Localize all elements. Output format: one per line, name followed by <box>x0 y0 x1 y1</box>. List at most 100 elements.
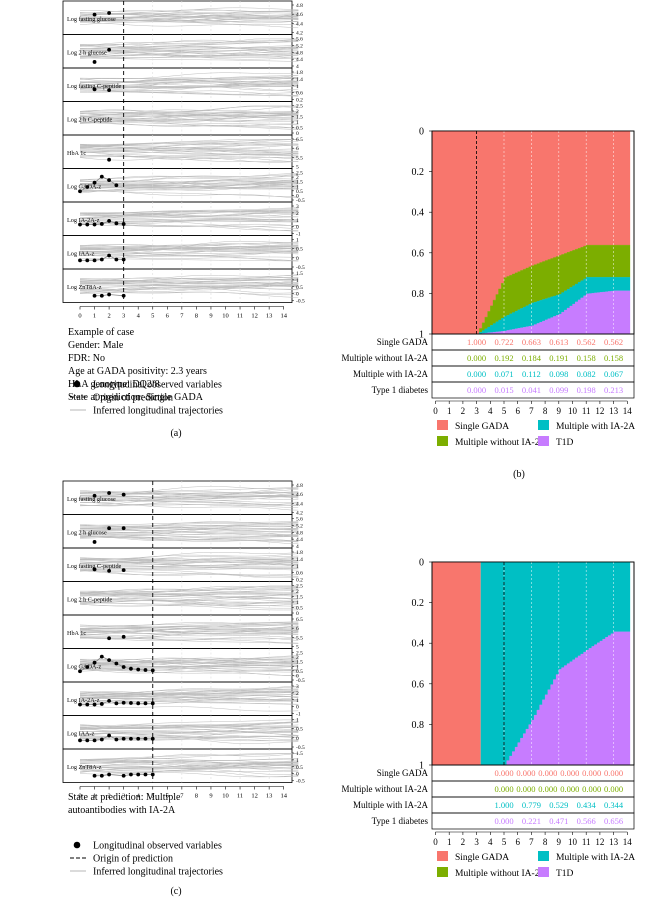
variable-label: Log fasting C-peptide <box>67 563 122 570</box>
observed-point <box>99 702 104 706</box>
y-tick-label: 0 <box>419 127 424 138</box>
legend-swatch <box>538 851 549 861</box>
trajectory-bundle <box>79 72 299 97</box>
table-cell-value: 0.000 <box>604 768 623 778</box>
inferred-trajectory-line <box>79 45 299 54</box>
inferred-trajectory-line <box>79 277 299 284</box>
table-cell-value: 0.192 <box>494 353 513 363</box>
inferred-trajectory-line <box>79 281 299 285</box>
tick-label: 4.6 <box>296 12 303 18</box>
inferred-trajectory-line <box>79 216 299 219</box>
variable-label: Log GADA-z <box>67 183 101 190</box>
x-tick-label: 1 <box>447 406 452 416</box>
legend-dot <box>73 380 81 388</box>
x-axis: 0 1 2 3 4 5 6 7 8 9 10 11 12 13 14 <box>78 786 288 800</box>
observed-point <box>92 738 97 743</box>
tick-label: 1 <box>296 238 299 244</box>
inferred-trajectory-line <box>79 241 299 249</box>
y-tick-label: 0 <box>419 558 424 569</box>
variable-row: Log fasting glucose 4.8 4.6 4.4 4.2 <box>62 0 303 37</box>
legend-swatch <box>437 420 448 430</box>
observed-point <box>99 257 104 262</box>
legend-label: Multiple with IA-2A <box>556 422 635 432</box>
inferred-trajectory-line <box>79 696 299 702</box>
observed-point <box>136 667 141 672</box>
inferred-trajectory-line <box>79 223 299 231</box>
inferred-trajectory-line <box>79 767 299 770</box>
table-cell-value: 0.041 <box>522 385 541 395</box>
table-row-label: Multiple without IA-2A <box>342 784 429 794</box>
state-legend: Single GADA Multiple with IA-2A Multiple w… <box>437 420 635 448</box>
table-cell-value: 0.191 <box>549 353 568 363</box>
inferred-trajectory-line <box>79 688 299 696</box>
observed-point <box>114 257 119 262</box>
inferred-trajectory-line <box>80 629 299 636</box>
table-row-label: Single GADA <box>377 768 429 778</box>
tick-label: 0.5 <box>296 189 303 195</box>
inferred-trajectory-line <box>79 604 299 609</box>
table-cell-value: 0.099 <box>549 385 568 395</box>
case-info-text: Gender: Male <box>68 340 124 351</box>
y-tick-label: 0.6 <box>412 679 425 690</box>
x-tick-label: 7 <box>529 837 534 847</box>
inferred-trajectory-line <box>79 245 299 249</box>
inferred-trajectory-line <box>79 14 299 21</box>
inferred-trajectory-line <box>79 625 299 630</box>
x-tick-label: 8 <box>195 313 198 320</box>
inferred-trajectory-line <box>79 283 299 290</box>
inferred-trajectory-line <box>79 114 299 124</box>
inferred-trajectory-line <box>79 595 299 601</box>
observed-point <box>114 661 119 666</box>
inferred-trajectory-line <box>79 121 299 130</box>
x-tick-label: 3 <box>474 837 479 847</box>
inferred-trajectory-line <box>79 587 299 595</box>
inferred-trajectory-line <box>79 40 299 46</box>
inferred-trajectory-line <box>79 770 299 772</box>
y-tick-label: 0.8 <box>412 720 425 731</box>
legend-text: Inferred longitudinal trajectories <box>93 406 223 417</box>
x-tick-label: 12 <box>595 406 604 416</box>
inferred-trajectory-line <box>79 290 299 296</box>
variable-label: Log 2 h glucose <box>67 49 107 56</box>
variable-label: Log IAA-z <box>67 250 95 257</box>
inferred-trajectory-line <box>79 47 299 57</box>
x-tick-label: 4 <box>488 837 493 847</box>
inferred-trajectory-line <box>79 246 299 255</box>
table-cell-value: 1.000 <box>467 337 486 347</box>
variable-label: HbA 1c <box>67 630 86 637</box>
tick-label: 2.5 <box>296 171 303 177</box>
observed-point <box>129 736 133 741</box>
tick-label: 1 <box>296 120 299 126</box>
tick-label: 1.8 <box>296 550 303 556</box>
inferred-trajectory-line <box>79 150 299 157</box>
inferred-trajectory-line <box>79 148 299 155</box>
inferred-trajectory-line <box>79 77 299 86</box>
observed-point <box>114 221 119 226</box>
inferred-trajectory-line <box>79 634 299 641</box>
variable-row: Log fasting glucose 4.8 4.6 4.4 4.2 <box>62 480 303 517</box>
x-tick-label: 11 <box>582 837 591 847</box>
x-tick-label: 2 <box>107 793 110 800</box>
tick-label: 1.4 <box>296 77 303 83</box>
inferred-trajectory-line <box>80 588 299 594</box>
x-tick-label: 3 <box>122 313 125 320</box>
table-row-label: Type 1 diabetes <box>372 816 429 826</box>
inferred-trajectory-line <box>79 503 299 507</box>
inferred-trajectory-line <box>79 664 299 673</box>
inferred-trajectory-line <box>80 174 299 180</box>
tick-label: -0.5 <box>296 745 305 751</box>
observed-point <box>143 701 148 706</box>
inferred-trajectory-line <box>80 112 299 119</box>
inferred-trajectory-line <box>79 487 299 494</box>
inferred-trajectory-line <box>80 150 299 156</box>
observed-point <box>129 772 133 777</box>
inferred-trajectory-line <box>79 247 299 254</box>
y-tick-label: 0.2 <box>412 167 425 178</box>
inferred-trajectory-line <box>79 728 299 736</box>
inferred-trajectory-line <box>79 501 299 507</box>
variable-row: Log GADA-z 2.521.510.50-0.5 <box>62 168 305 204</box>
inferred-trajectory-line <box>79 47 299 56</box>
inferred-trajectory-line <box>80 563 299 568</box>
